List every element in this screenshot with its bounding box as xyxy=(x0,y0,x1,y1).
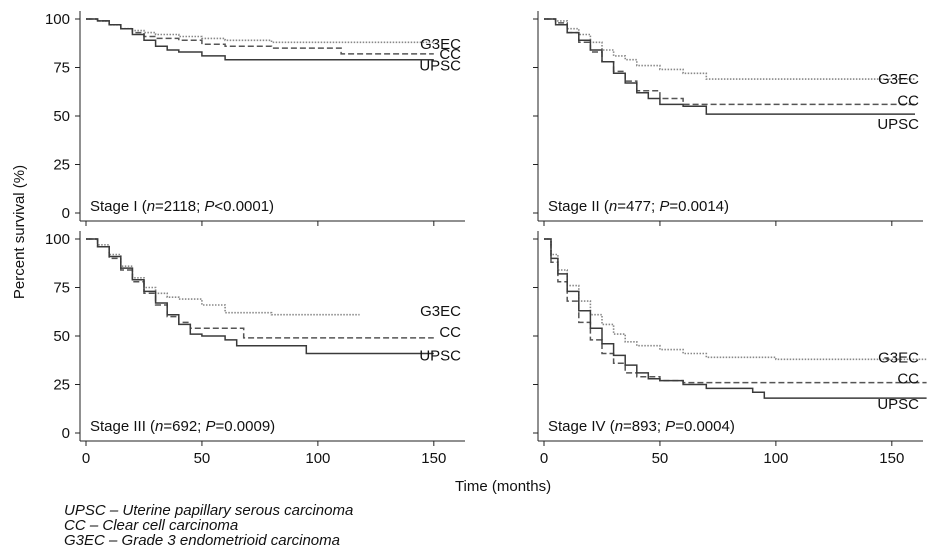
y-tick-label: 100 xyxy=(45,11,70,28)
x-tick-label: 0 xyxy=(82,450,90,467)
panel-top-right: G3EC CC UPSC Stage II (n=477; P=0.0014) xyxy=(533,11,923,226)
series-upsc xyxy=(86,18,434,61)
y-tick-label: 100 xyxy=(45,231,70,248)
y-tick-label: 75 xyxy=(53,280,70,297)
series-g3ec xyxy=(544,238,927,361)
y-tick-label: 75 xyxy=(53,60,70,77)
series-cc xyxy=(544,238,927,384)
series-label-cc: CC xyxy=(897,92,919,109)
x-tick-label: 100 xyxy=(305,450,330,467)
y-axis-label: Percent survival (%) xyxy=(11,165,28,299)
series-g3ec xyxy=(86,238,360,316)
series-upsc xyxy=(544,18,915,115)
series-g3ec xyxy=(86,18,435,45)
note-upsc: UPSC – Uterine papillary serous carcinom… xyxy=(64,502,354,519)
series-cc xyxy=(86,238,434,339)
x-axis-label: Time (months) xyxy=(455,478,551,495)
series-label-cc: CC xyxy=(897,371,919,388)
stage-annotation: Stage IV (n=893; P=0.0004) xyxy=(548,418,735,435)
series-cc xyxy=(544,18,915,106)
series-label-upsc: UPSC xyxy=(877,396,919,413)
y-tick-label: 50 xyxy=(53,108,70,125)
panel-bottom-left: 0 25 50 75 100 0 50 100 150 G3EC CC UPSC Stage III (… xyxy=(45,231,465,467)
y-tick-label: 0 xyxy=(62,425,70,442)
y-tick-label: 0 xyxy=(62,205,70,222)
series-upsc xyxy=(544,238,927,399)
stage-annotation: Stage II (n=477; P=0.0014) xyxy=(548,198,729,215)
note-cc: CC – Clear cell carcinoma xyxy=(64,517,239,534)
series-label-cc: CC xyxy=(439,46,461,63)
x-tick-label: 50 xyxy=(652,450,669,467)
y-tick-label: 25 xyxy=(53,377,70,394)
x-tick-label: 0 xyxy=(540,450,548,467)
x-tick-label: 50 xyxy=(194,450,211,467)
x-tick-label: 100 xyxy=(763,450,788,467)
series-label-g3ec: G3EC xyxy=(878,71,919,88)
stage-annotation: Stage III (n=692; P=0.0009) xyxy=(90,418,275,435)
note-g3ec: G3EC – Grade 3 endometrioid carcinoma xyxy=(64,532,340,549)
series-g3ec xyxy=(544,18,915,80)
series-label-g3ec: G3EC xyxy=(420,303,461,320)
series-label-upsc: UPSC xyxy=(419,58,461,75)
series-cc xyxy=(86,18,434,55)
stage-annotation: Stage I (n=2118; P<0.0001) xyxy=(90,198,274,215)
y-tick-label: 50 xyxy=(53,328,70,345)
panel-bottom-right: 0 50 100 150 G3EC CC UPSC Stage IV (n=893; P=0.… xyxy=(533,231,927,467)
series-label-g3ec: G3EC xyxy=(420,36,461,53)
series-label-upsc: UPSC xyxy=(877,116,919,133)
series-label-cc: CC xyxy=(439,324,461,341)
x-tick-label: 150 xyxy=(879,450,904,467)
y-tick-label: 25 xyxy=(53,157,70,174)
series-upsc xyxy=(86,238,434,355)
series-label-g3ec: G3EC xyxy=(878,349,919,366)
series-label-upsc: UPSC xyxy=(419,347,461,364)
x-tick-label: 150 xyxy=(421,450,446,467)
